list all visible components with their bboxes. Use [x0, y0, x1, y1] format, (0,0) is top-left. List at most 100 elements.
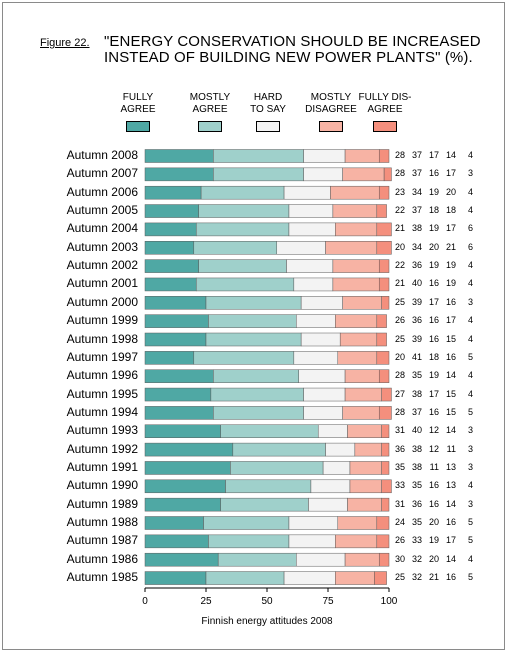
- data-label: 20: [428, 517, 439, 527]
- data-label: 19: [428, 535, 439, 546]
- bar-segment: [349, 461, 382, 475]
- data-label: 3: [467, 461, 473, 472]
- bar-segment: [322, 461, 351, 475]
- data-label: 16: [428, 498, 439, 509]
- data-label: 17: [445, 168, 456, 179]
- bar-segment: [144, 369, 214, 383]
- x-tick-label: 0: [142, 596, 148, 607]
- data-label: 14: [445, 370, 456, 381]
- bar-segment: [283, 185, 331, 200]
- bar-segment: [303, 167, 343, 182]
- data-label: 37: [411, 168, 422, 179]
- bar-segment: [230, 461, 324, 475]
- data-label: 17: [445, 223, 456, 234]
- category-label: Autumn 1991: [66, 459, 138, 474]
- x-tick-label: 25: [200, 596, 212, 607]
- data-label: 17: [445, 535, 456, 546]
- legend-label: FULLY AGREE: [120, 92, 156, 115]
- data-label: 16: [428, 406, 439, 417]
- bar-segment: [376, 222, 392, 237]
- data-label: 26: [394, 315, 405, 326]
- data-label: 17: [428, 388, 439, 399]
- data-label: 34: [411, 241, 422, 252]
- bar-segment: [378, 185, 390, 200]
- bar-segment: [288, 534, 336, 549]
- bar-segment: [342, 406, 380, 420]
- legend-swatch: [373, 121, 397, 132]
- bar-segment: [296, 552, 346, 567]
- category-label: Autumn 1995: [66, 386, 138, 401]
- data-label: 5: [467, 535, 473, 546]
- data-label: 40: [411, 425, 422, 436]
- category-label: Autumn 2002: [66, 258, 138, 273]
- data-label: 17: [428, 296, 439, 307]
- category-label: Autumn 1990: [66, 478, 138, 493]
- data-label: 21: [428, 572, 439, 583]
- bar-segment: [342, 296, 382, 310]
- data-label: 38: [411, 461, 422, 472]
- bar-segment: [144, 497, 221, 512]
- data-label: 22: [394, 205, 405, 216]
- bar-segment: [303, 149, 346, 163]
- data-label: 16: [428, 168, 439, 179]
- bar-segment: [335, 571, 375, 585]
- data-label: 25: [394, 572, 405, 583]
- bar-segment: [288, 222, 336, 237]
- bar-segment: [344, 149, 380, 163]
- data-label: 21: [394, 223, 405, 234]
- bar-segment: [203, 516, 290, 530]
- data-label: 4: [467, 315, 473, 326]
- data-label: 27: [394, 388, 405, 399]
- category-label: Autumn 2000: [66, 294, 138, 309]
- data-label: 12: [428, 443, 439, 454]
- bar-segment: [144, 296, 207, 310]
- data-label: 35: [411, 370, 422, 381]
- bar-segment: [195, 277, 295, 292]
- category-label: Autumn 2003: [66, 239, 138, 254]
- data-label: 25: [394, 296, 405, 307]
- legend-label: HARD TO SAY: [250, 92, 286, 115]
- data-label: 37: [411, 150, 422, 160]
- bar-segment: [378, 277, 390, 292]
- bar-segment: [342, 167, 385, 182]
- data-label: 33: [394, 480, 405, 491]
- data-label: 3: [467, 443, 473, 454]
- data-label: 35: [411, 480, 422, 491]
- legend-label: MOSTLY DISAGREE: [305, 92, 357, 115]
- data-label: 22: [394, 260, 405, 271]
- bar-segment: [300, 296, 343, 310]
- bar-segment: [378, 406, 392, 420]
- legend-item: FULLY DIS- AGREE: [355, 92, 415, 132]
- bar-segment: [198, 259, 287, 273]
- category-label: Autumn 1999: [66, 313, 138, 328]
- bar-segment: [144, 552, 219, 567]
- data-label: 34: [411, 186, 422, 197]
- data-label: 6: [467, 223, 473, 234]
- data-label: 39: [411, 333, 422, 344]
- bar-segment: [376, 332, 387, 347]
- bar-segment: [144, 167, 214, 182]
- category-label: Autumn 1998: [66, 331, 138, 346]
- data-label: 30: [394, 553, 405, 564]
- data-label: 4: [467, 260, 473, 271]
- bar-segment: [317, 424, 348, 438]
- bar-segment: [378, 149, 390, 163]
- data-label: 3: [467, 498, 473, 509]
- bar-segment: [144, 277, 197, 292]
- bar-segment: [144, 185, 202, 200]
- data-label: 19: [428, 186, 439, 197]
- category-label: Autumn 1987: [66, 533, 138, 548]
- bar-segment: [381, 442, 390, 457]
- data-label: 28: [394, 150, 405, 160]
- data-label: 38: [411, 443, 422, 454]
- data-label: 16: [445, 572, 456, 583]
- bar-segment: [381, 497, 390, 512]
- category-label: Autumn 2005: [66, 203, 138, 218]
- bar-segment: [308, 497, 348, 512]
- legend-label: MOSTLY AGREE: [189, 92, 231, 115]
- bar-segment: [332, 277, 380, 292]
- bar-segment: [144, 149, 214, 163]
- data-label: 20: [394, 351, 405, 362]
- data-label: 14: [445, 150, 456, 160]
